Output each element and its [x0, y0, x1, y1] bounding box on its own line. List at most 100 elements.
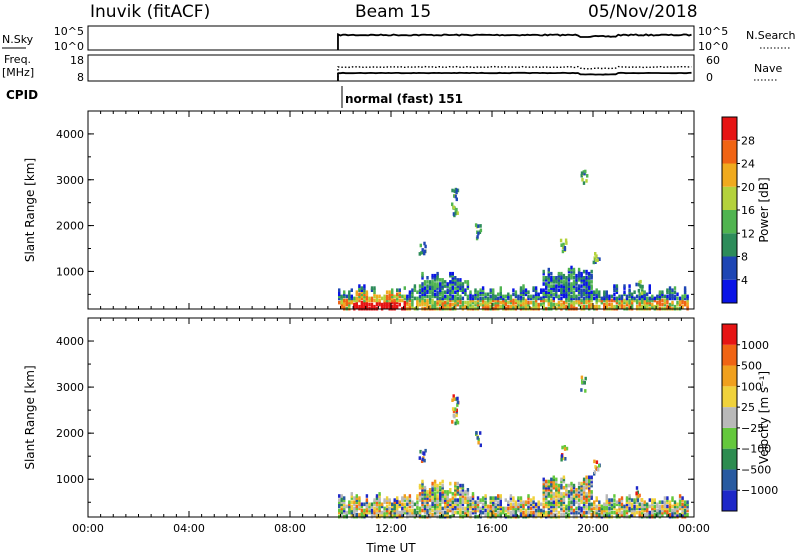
echo-cell [423, 286, 427, 290]
echo-cell [683, 292, 687, 297]
echo-cell [658, 506, 662, 511]
echo-cell [575, 273, 578, 278]
echo-cell [681, 510, 684, 515]
echo-cell [567, 282, 571, 286]
echo-cell [613, 286, 616, 290]
echo-cell [613, 504, 616, 509]
echo-cell [552, 304, 555, 309]
echo-cell [584, 376, 587, 381]
echo-cell [580, 488, 583, 492]
echo-cell [658, 510, 662, 515]
echo-cell [542, 496, 545, 500]
echo-cell [640, 498, 644, 502]
echo-cell [590, 512, 593, 517]
echo-cell [353, 512, 356, 517]
echo-cell [368, 502, 371, 507]
echo-cell [388, 502, 391, 507]
echo-cell [439, 488, 442, 492]
echo-cell [464, 304, 467, 309]
echo-cell [582, 181, 586, 185]
echo-cell [575, 298, 578, 303]
colorbar-segment [722, 448, 737, 470]
echo-cell [439, 286, 442, 290]
echo-cell [481, 296, 485, 301]
echo-cell [416, 496, 419, 500]
echo-cell [618, 504, 621, 509]
echo-cell [615, 510, 619, 515]
echo-cell [563, 247, 567, 251]
echo-cell [363, 298, 366, 303]
colorbar-tick-label: 500 [741, 360, 762, 373]
echo-cell [572, 302, 576, 307]
echo-cell [455, 207, 458, 212]
echo-cell [436, 490, 439, 494]
echo-cell [403, 304, 406, 309]
echo-cell [615, 286, 619, 290]
echo-cell [542, 288, 545, 292]
echo-cell [383, 498, 386, 502]
echo-cell [497, 502, 500, 507]
echo-cell [517, 296, 520, 301]
echo-cell [398, 510, 401, 515]
echo-cell [358, 294, 361, 299]
echo-cell [484, 294, 487, 299]
echo-cell [590, 273, 593, 278]
echo-cell [562, 304, 566, 309]
echo-cell [643, 304, 646, 309]
echo-cell [562, 498, 566, 502]
echo-cell [343, 498, 346, 502]
echo-cell [391, 298, 394, 303]
echo-cell [547, 494, 550, 498]
echo-cell [532, 304, 535, 309]
echo-cell [588, 488, 591, 492]
echo-cell [509, 498, 513, 502]
echo-cell [499, 294, 502, 299]
echo-cell [454, 504, 457, 509]
echo-cell [348, 500, 351, 504]
echo-cell [431, 502, 434, 507]
echo-cell [441, 496, 444, 500]
echo-cell [572, 485, 576, 490]
echo-cell [444, 504, 447, 509]
echo-cell [512, 292, 515, 297]
echo-cell [555, 512, 558, 517]
echo-cell [421, 282, 424, 286]
echo-cell [403, 498, 406, 502]
echo-cell [577, 298, 581, 303]
echo-cell [507, 500, 510, 504]
echo-cell [441, 488, 444, 492]
echo-cell [580, 171, 584, 175]
echo-cell [681, 506, 684, 511]
echo-cell [355, 494, 358, 498]
echo-cell [620, 294, 624, 299]
echo-cell [590, 490, 593, 494]
echo-cell [391, 292, 394, 297]
echo-cell [565, 276, 568, 280]
echo-cell [651, 510, 654, 515]
echo-cell [552, 296, 555, 301]
echo-cell [504, 300, 507, 305]
echo-cell [418, 485, 422, 490]
echo-cell [426, 494, 429, 498]
echo-cell [593, 500, 596, 504]
echo-cell [537, 500, 540, 504]
echo-cell [628, 494, 631, 498]
echo-cell [479, 508, 482, 513]
echo-cell [451, 502, 454, 507]
echo-cell [512, 298, 515, 303]
echo-cell [459, 502, 462, 507]
echo-cell [560, 288, 563, 292]
echo-cell [555, 502, 558, 507]
echo-cell [666, 290, 669, 294]
echo-cell [489, 496, 492, 500]
echo-cell [466, 302, 470, 307]
echo-cell [557, 278, 561, 282]
echo-cell [565, 494, 568, 498]
echo-cell [577, 292, 581, 297]
echo-cell [545, 284, 548, 288]
echo-cell [562, 492, 566, 496]
echo-cell [545, 481, 548, 486]
echo-cell [595, 254, 598, 258]
echo-cell [595, 496, 598, 500]
echo-cell [338, 294, 341, 299]
